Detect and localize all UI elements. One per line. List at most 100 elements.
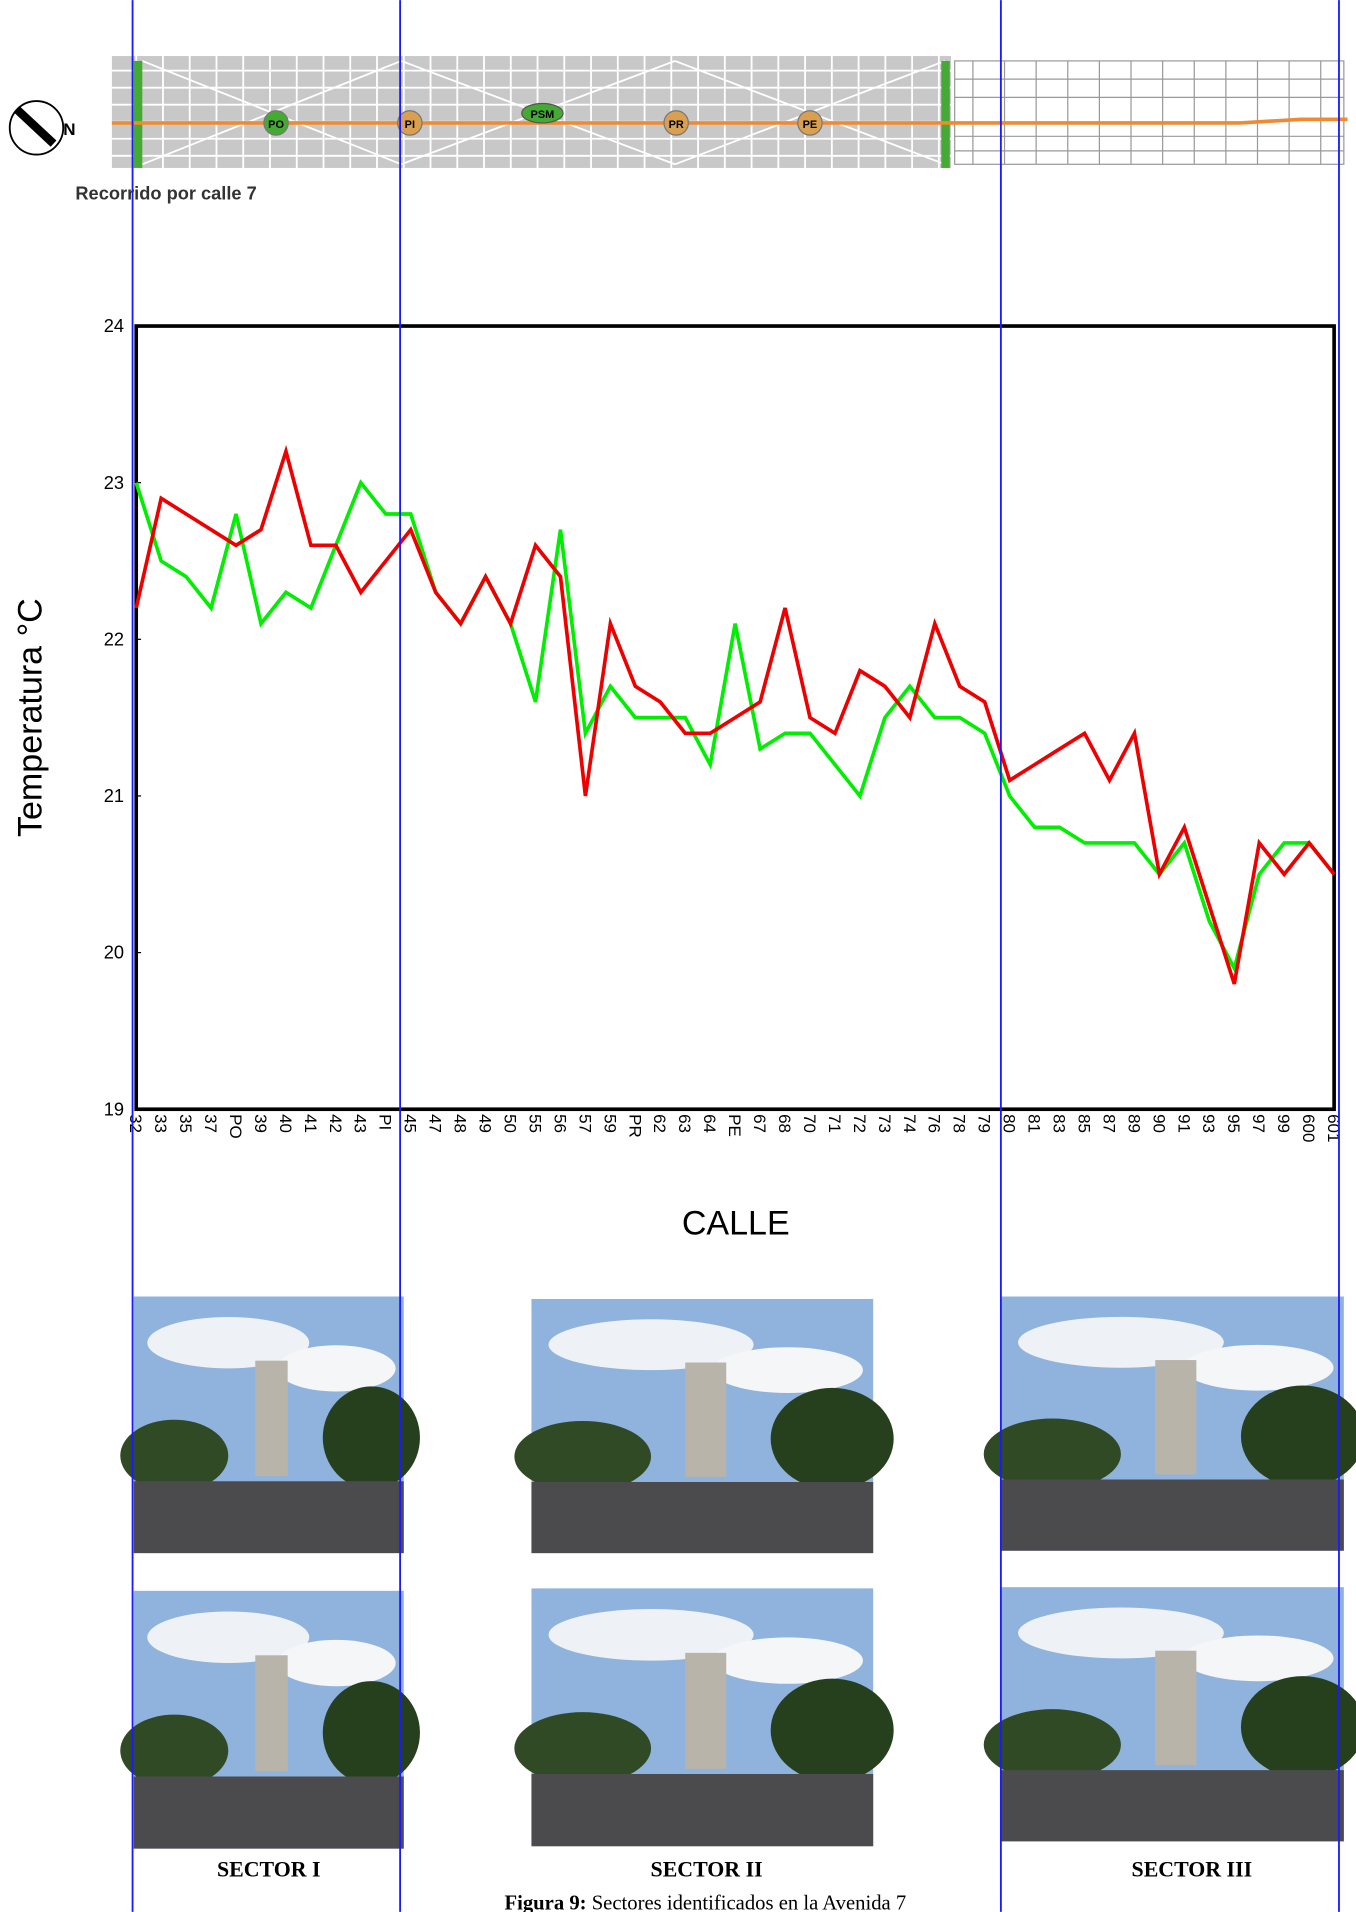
x-tick-label: 62 [650,1114,669,1133]
x-tick-label: 48 [451,1114,470,1133]
x-tick-label: 64 [700,1114,719,1133]
x-tick-label: 42 [326,1114,345,1133]
photo [514,1588,893,1846]
road [531,1482,873,1553]
series-line [136,483,1334,969]
building [1155,1360,1196,1474]
x-tick-label: PI [376,1114,395,1130]
north-label: N [63,120,75,139]
sector-label: SECTOR II [651,1857,763,1882]
road [1001,1770,1344,1841]
x-tick-label: 70 [800,1114,819,1133]
trees [120,1715,228,1787]
x-tick-label: 83 [1050,1114,1069,1133]
road [134,1481,404,1553]
cloud [713,1347,863,1393]
x-tick-label: 35 [176,1114,195,1133]
marker-label: PSM [531,109,555,121]
x-tick-label: 37 [201,1114,220,1133]
y-tick-label: 20 [104,942,124,963]
chart: Temperatura °C CALLE 1920212223243233353… [11,315,1343,1242]
marker-label: PE [803,119,818,131]
x-tick-label: 87 [1099,1114,1118,1133]
road [134,1776,404,1848]
caption-label: Figura 9: [504,1892,586,1912]
figure-caption: Figura 9: Sectores identificados en la A… [504,1892,906,1912]
trees [771,1388,894,1490]
x-tick-label: 79 [975,1114,994,1133]
marker-label: PR [669,119,684,131]
x-tick-label: 91 [1174,1114,1193,1133]
x-tick-label: PO [226,1114,245,1139]
x-tick-label: 76 [925,1114,944,1133]
marker-label: PI [405,119,415,131]
x-tick-label: 57 [575,1114,594,1133]
x-tick-label: PR [625,1114,644,1138]
building [255,1655,287,1771]
y-tick-label: 19 [104,1098,124,1119]
photo [120,1297,420,1554]
trees [323,1386,420,1489]
x-tick-label: 59 [600,1114,619,1133]
sector-label: SECTOR I [217,1857,321,1882]
x-tick-label: 32 [126,1114,145,1133]
trees [771,1679,894,1782]
x-tick-label: 95 [1224,1114,1243,1133]
building [685,1653,726,1769]
x-tick-label: 56 [550,1114,569,1133]
y-tick-label: 23 [104,472,124,493]
road [1001,1480,1344,1551]
cloud [277,1640,396,1686]
x-tick-label: 601 [1324,1114,1343,1142]
cloud [713,1637,863,1683]
trees [984,1419,1121,1490]
trees [984,1709,1121,1780]
x-tick-label: 33 [151,1114,170,1133]
photo [984,1297,1356,1551]
series-line [136,451,1334,984]
x-tick-label: 45 [401,1114,420,1133]
y-tick-label: 22 [104,628,124,649]
photos: SECTOR I SECTOR II SECTOR III [120,1297,1356,1882]
cloud [277,1345,396,1391]
cloud [1183,1345,1334,1391]
road [531,1774,873,1846]
photo [514,1299,893,1553]
x-tick-label: 47 [426,1114,445,1133]
x-tick-label: 81 [1025,1114,1044,1133]
x-tick-label: PE [725,1114,744,1137]
x-tick-label: 40 [276,1114,295,1133]
x-tick-label: 74 [900,1114,919,1133]
x-tick-label: 90 [1149,1114,1168,1133]
x-tick-label: 93 [1199,1114,1218,1133]
photo [984,1587,1356,1841]
trees [514,1712,651,1784]
trees [120,1420,228,1492]
x-tick-label: 49 [476,1114,495,1133]
map-outskirts [955,61,1344,164]
building [1155,1651,1196,1765]
x-tick-label: 80 [1000,1114,1019,1133]
photo [120,1591,420,1849]
trees [514,1421,651,1492]
sector-label: SECTOR III [1132,1857,1253,1882]
x-tick-label: 67 [750,1114,769,1133]
x-tick-label: 63 [675,1114,694,1133]
x-tick-label: 600 [1299,1114,1318,1142]
x-tick-label: 39 [251,1114,270,1133]
x-tick-label: 89 [1124,1114,1143,1133]
figure: POPIPSMPRPE N Recorrido por calle 7 Temp… [0,0,1356,1912]
trees [323,1681,420,1784]
x-tick-label: 73 [875,1114,894,1133]
x-tick-label: 85 [1074,1114,1093,1133]
x-tick-label: 78 [950,1114,969,1133]
y-tick-label: 21 [104,785,124,806]
x-tick-label: 99 [1274,1114,1293,1133]
x-tick-label: 71 [825,1114,844,1133]
page: POPIPSMPRPE N Recorrido por calle 7 Temp… [0,0,1356,1912]
x-tick-label: 72 [850,1114,869,1133]
x-axis-title: CALLE [682,1204,790,1242]
caption-text: Sectores identificados en la Avenida 7 [587,1892,907,1912]
x-tick-label: 43 [351,1114,370,1133]
